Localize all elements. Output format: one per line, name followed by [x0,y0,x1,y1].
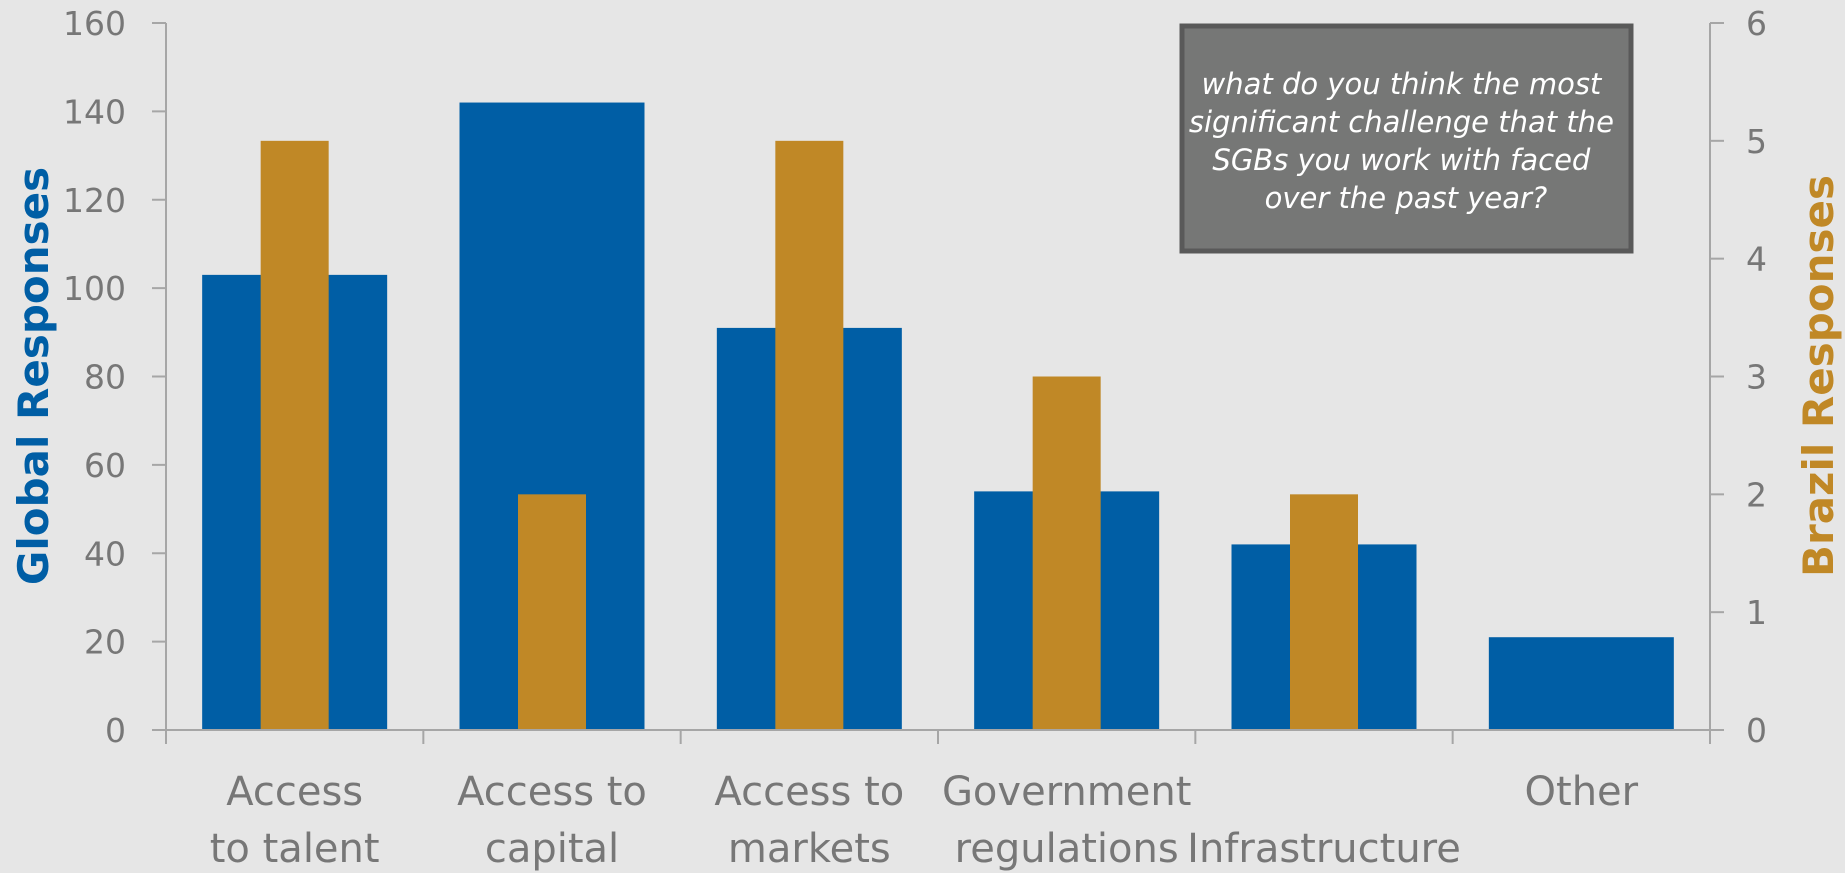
question-callout: what do you think the most significant c… [1179,23,1634,254]
right-y-tick-label: 5 [1746,122,1767,161]
left-y-tick-label: 80 [84,358,126,397]
right-y-tick-label: 2 [1746,475,1767,514]
x-category-label-line: Government [942,769,1191,815]
callout-line: SGBs you work with faced [1212,143,1591,177]
x-category-label-line: Access to [714,769,904,815]
left-y-axis-title: Global Responses [9,167,58,585]
brazil-bar [518,494,586,730]
left-y-tick-label: 140 [63,92,126,131]
left-y-tick-label: 60 [84,446,126,485]
x-category-label-line: regulations [955,826,1179,872]
global-bar [1488,637,1674,730]
bars [202,102,1674,731]
x-category-label: Government regulations [942,769,1191,872]
x-category-label-line: Infrastructure [1187,826,1461,872]
x-category-label-line: markets [728,826,891,872]
right-y-tick-label: 6 [1746,4,1767,43]
right-y-tick-label: 3 [1746,358,1767,397]
x-category-label: Infrastructure [1187,826,1461,872]
x-category-label-line: capital [485,826,619,872]
right-y-tick-label: 4 [1746,240,1767,279]
left-y-tick-label: 40 [84,534,126,573]
left-y-tick-label: 160 [63,4,126,43]
brazil-bar [260,140,329,731]
left-y-tick-label: 120 [63,181,126,220]
left-y-tick-label: 100 [63,269,126,308]
brazil-bar [1290,494,1358,730]
x-category-label: Access to talent [210,769,380,872]
callout-line: significant challenge that the [1189,105,1614,139]
right-y-axis-title: Brazil Responses [1794,175,1843,577]
brazil-bar [775,140,844,731]
brazil-bar [1032,376,1101,730]
callout-line: what do you think the most [1201,67,1602,101]
callout-text: what do you think the most significant c… [1189,67,1623,215]
x-category-label-line: to talent [210,826,380,872]
x-category-label: Other [1525,769,1639,815]
right-y-tick-label: 0 [1746,711,1767,750]
x-category-label-line: Access to [457,769,647,815]
callout-box [1179,23,1634,254]
x-category-label-line: Access [226,769,363,815]
x-category-label: Access to capital [457,769,647,872]
callout-line: over the past year? [1265,181,1548,215]
tick-marks [152,22,1724,744]
left-y-tick-label: 20 [84,623,126,662]
x-category-label: Access to markets [714,769,904,872]
x-category-label-line: Other [1525,769,1639,815]
right-y-tick-label: 1 [1746,593,1767,632]
tick-labels: 0 20 40 60 80 100 120 140 160 0 1 2 3 4 5 6 Access to tal… [63,4,1767,872]
left-y-tick-label: 0 [105,711,126,750]
